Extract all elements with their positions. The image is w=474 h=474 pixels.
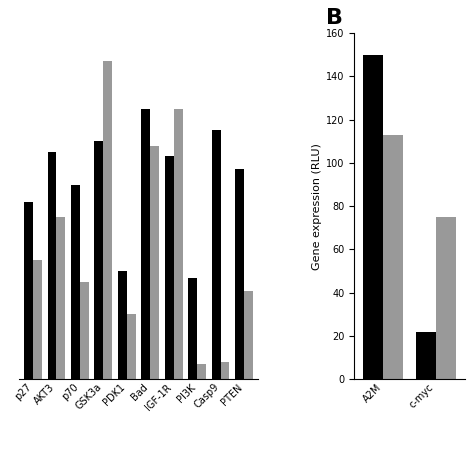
Bar bbox=[80, 282, 89, 379]
Bar bbox=[363, 55, 383, 379]
Bar bbox=[436, 217, 456, 379]
Bar bbox=[235, 169, 244, 379]
Bar bbox=[244, 291, 253, 379]
Bar bbox=[141, 109, 150, 379]
Bar bbox=[24, 202, 33, 379]
Bar bbox=[94, 141, 103, 379]
Bar bbox=[416, 332, 436, 379]
Bar bbox=[212, 130, 220, 379]
Text: B: B bbox=[326, 9, 343, 28]
Bar bbox=[127, 314, 136, 379]
Bar bbox=[103, 61, 112, 379]
Bar bbox=[33, 260, 42, 379]
Y-axis label: Gene expression (RLU): Gene expression (RLU) bbox=[312, 143, 322, 270]
Bar bbox=[118, 271, 127, 379]
Bar bbox=[188, 278, 197, 379]
Bar bbox=[47, 152, 56, 379]
Bar bbox=[165, 156, 173, 379]
Bar bbox=[71, 184, 80, 379]
Bar bbox=[150, 146, 159, 379]
Bar bbox=[197, 364, 206, 379]
Bar bbox=[383, 135, 403, 379]
Bar bbox=[56, 217, 65, 379]
Bar bbox=[173, 109, 182, 379]
Bar bbox=[220, 362, 229, 379]
